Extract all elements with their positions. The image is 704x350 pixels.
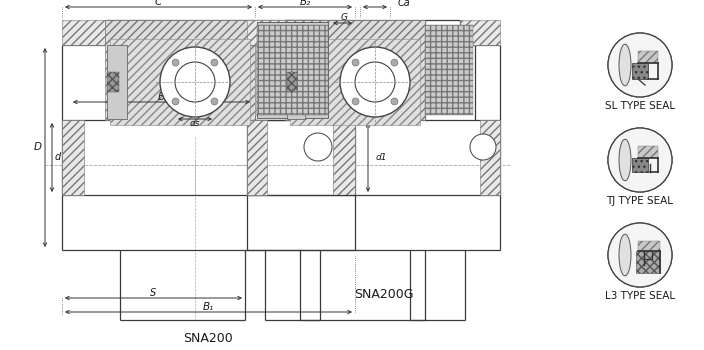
- Bar: [285, 20, 425, 120]
- Bar: [315, 20, 355, 45]
- Circle shape: [391, 59, 398, 66]
- Bar: [107, 72, 119, 92]
- Text: B: B: [158, 92, 165, 102]
- Text: d: d: [55, 153, 61, 162]
- Text: D: D: [34, 142, 42, 153]
- Bar: [107, 45, 127, 119]
- Circle shape: [304, 133, 332, 161]
- Bar: [247, 20, 285, 45]
- Bar: [255, 20, 330, 115]
- Circle shape: [608, 223, 672, 287]
- Text: B₁: B₁: [203, 302, 214, 312]
- Circle shape: [609, 224, 671, 286]
- Bar: [62, 45, 355, 250]
- Bar: [257, 22, 328, 118]
- Bar: [638, 146, 658, 158]
- Circle shape: [352, 98, 359, 105]
- Text: TJ TYPE SEAL: TJ TYPE SEAL: [607, 196, 674, 206]
- Bar: [638, 241, 660, 251]
- Bar: [632, 63, 648, 79]
- Text: d1: d1: [376, 153, 387, 162]
- Circle shape: [608, 128, 672, 192]
- Bar: [62, 120, 84, 195]
- Text: G: G: [341, 14, 348, 22]
- Circle shape: [332, 39, 418, 125]
- Bar: [425, 25, 473, 115]
- Text: SNA200: SNA200: [184, 331, 233, 344]
- Text: L3 TYPE SEAL: L3 TYPE SEAL: [605, 291, 675, 301]
- Circle shape: [608, 33, 672, 97]
- Bar: [247, 45, 500, 250]
- Text: ds: ds: [190, 119, 200, 128]
- Bar: [632, 158, 648, 172]
- Bar: [638, 51, 658, 63]
- Bar: [480, 120, 500, 195]
- Circle shape: [352, 59, 359, 66]
- Circle shape: [609, 34, 671, 96]
- Ellipse shape: [619, 139, 631, 181]
- Ellipse shape: [619, 44, 631, 86]
- Bar: [110, 39, 250, 125]
- Circle shape: [391, 98, 398, 105]
- Bar: [287, 45, 305, 119]
- Text: Ca: Ca: [398, 0, 410, 8]
- Bar: [247, 120, 267, 195]
- Bar: [105, 20, 255, 120]
- Bar: [290, 39, 420, 125]
- Text: SL TYPE SEAL: SL TYPE SEAL: [605, 101, 675, 111]
- Circle shape: [340, 47, 410, 117]
- Text: B₂: B₂: [299, 0, 310, 7]
- Circle shape: [211, 59, 218, 66]
- Circle shape: [175, 62, 215, 102]
- Bar: [287, 72, 297, 92]
- Bar: [460, 20, 500, 45]
- Text: C: C: [155, 0, 162, 7]
- Bar: [333, 120, 355, 195]
- Ellipse shape: [619, 234, 631, 276]
- Circle shape: [355, 62, 395, 102]
- Bar: [257, 25, 328, 115]
- Text: SNA200G: SNA200G: [353, 288, 413, 301]
- Circle shape: [152, 39, 238, 125]
- Circle shape: [172, 98, 179, 105]
- Bar: [636, 251, 660, 273]
- Text: S: S: [151, 288, 156, 298]
- Circle shape: [609, 129, 671, 191]
- Circle shape: [470, 134, 496, 160]
- Circle shape: [172, 59, 179, 66]
- Circle shape: [211, 98, 218, 105]
- Bar: [62, 20, 105, 45]
- Circle shape: [160, 47, 230, 117]
